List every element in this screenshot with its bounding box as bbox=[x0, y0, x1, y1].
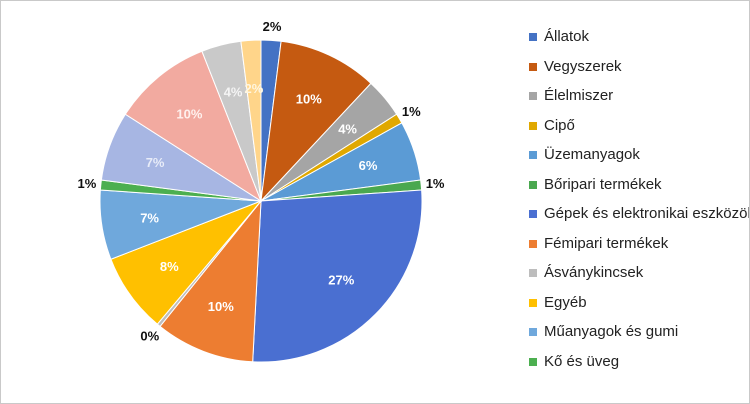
pie-slice-egyeb-faded bbox=[240, 39, 262, 202]
value-label: 0% bbox=[140, 329, 159, 344]
legend-swatch bbox=[529, 357, 537, 366]
legend-label: Élelmiszer bbox=[544, 87, 614, 104]
value-label: 10% bbox=[208, 299, 234, 314]
legend-swatch bbox=[529, 121, 537, 130]
value-label: 1% bbox=[402, 104, 421, 119]
value-label: 8% bbox=[160, 259, 179, 274]
legend-item: Élelmiszer bbox=[529, 86, 749, 116]
legend-item: Bőripari termékek bbox=[529, 175, 749, 205]
value-label: 2% bbox=[245, 81, 264, 96]
legend-item: Vegyszerek bbox=[529, 57, 749, 87]
legend-swatch bbox=[529, 151, 537, 159]
legend-label: Gépek és elektronikai eszközök bbox=[544, 205, 750, 222]
legend: Állatok Vegyszerek Élelmiszer Cipő Üzemanyag… bbox=[529, 27, 750, 382]
legend-item: Ásványkincsek bbox=[529, 263, 749, 293]
legend-label: Cipő bbox=[544, 116, 575, 134]
legend-label: Állatok bbox=[544, 28, 590, 45]
legend-swatch bbox=[529, 62, 537, 71]
legend-label: Üzemanyagok bbox=[544, 146, 640, 163]
value-label: 6% bbox=[359, 158, 378, 173]
pie-slice-gepek-es-elektronikai-eszkozok bbox=[252, 189, 423, 363]
legend-label: Bőripari termékek bbox=[544, 175, 662, 193]
pie-slices bbox=[99, 39, 423, 363]
value-label: 10% bbox=[296, 92, 322, 107]
legend-swatch bbox=[529, 180, 537, 189]
legend-label: Kő és üveg bbox=[544, 352, 620, 370]
pie-slice-vegyszerek bbox=[260, 40, 372, 203]
pie-value-labels: 2%10%4%1%6%1%27%10%0%8%7%1%7%10%4% 2% bbox=[78, 19, 445, 344]
legend-item: Cipő bbox=[529, 116, 749, 146]
legend-label: Műanyagok és gumi bbox=[544, 323, 679, 340]
value-label: 10% bbox=[176, 107, 202, 122]
legend-swatch bbox=[529, 92, 537, 100]
legend-label: Egyéb bbox=[544, 293, 587, 311]
value-label: 2% bbox=[263, 19, 282, 34]
legend-swatch bbox=[529, 269, 537, 277]
value-label: 7% bbox=[146, 155, 165, 170]
value-label: 7% bbox=[140, 211, 159, 226]
legend-item: Üzemanyagok bbox=[529, 145, 749, 175]
value-label: 27% bbox=[328, 273, 354, 288]
pie-slice-femipari-termekek bbox=[159, 199, 262, 363]
legend-item: Kő és üveg bbox=[529, 352, 749, 382]
pie-slice-femipari-termekek-faded bbox=[124, 50, 263, 203]
legend-label: Fémipari termékek bbox=[544, 234, 669, 252]
value-label: 4% bbox=[338, 121, 357, 136]
value-label: 1% bbox=[78, 176, 97, 191]
legend-label: Ásványkincsek bbox=[544, 264, 644, 281]
legend-item: Gépek és elektronikai eszközök bbox=[529, 204, 750, 234]
legend-swatch bbox=[529, 210, 537, 218]
legend-swatch bbox=[529, 298, 537, 307]
legend-item: Műanyagok és gumi bbox=[529, 322, 749, 352]
legend-swatch bbox=[529, 33, 537, 41]
value-label: 1% bbox=[426, 176, 445, 191]
legend-label: Vegyszerek bbox=[544, 57, 622, 75]
value-label: 4% bbox=[224, 84, 243, 99]
legend-swatch bbox=[529, 239, 537, 248]
legend-item: Egyéb bbox=[529, 293, 749, 323]
legend-swatch bbox=[529, 328, 537, 336]
legend-item: Állatok bbox=[529, 27, 749, 57]
legend-item: Fémipari termékek bbox=[529, 234, 749, 264]
